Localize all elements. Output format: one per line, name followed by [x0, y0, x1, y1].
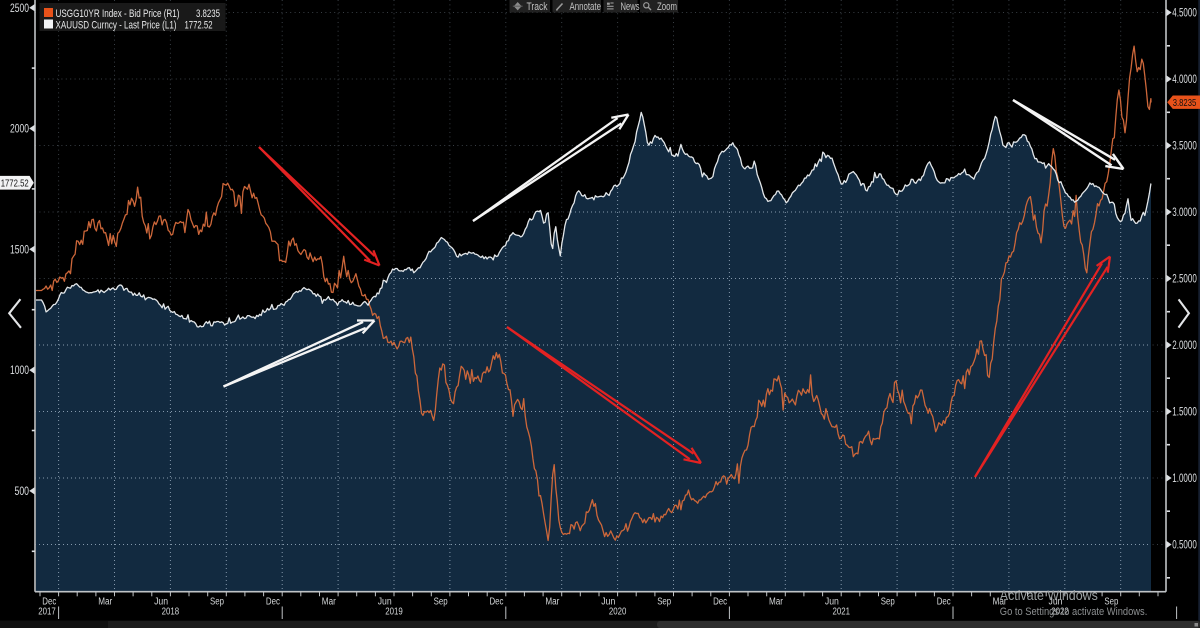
svg-text:Go to Settings to activate Win: Go to Settings to activate Windows.	[1000, 606, 1148, 618]
svg-text:Mar: Mar	[993, 597, 1008, 608]
svg-text:Track: Track	[527, 1, 548, 13]
svg-text:2019: 2019	[385, 607, 403, 618]
svg-text:2022: 2022	[1051, 607, 1069, 618]
svg-text:XAUUSD Curncy - Last Price (L1: XAUUSD Curncy - Last Price (L1)	[56, 19, 177, 31]
svg-text:1.0000: 1.0000	[1172, 473, 1197, 485]
svg-text:Jun: Jun	[154, 597, 168, 608]
svg-text:1772.52: 1772.52	[185, 19, 213, 31]
svg-text:2.0000: 2.0000	[1172, 340, 1197, 352]
svg-text:2021: 2021	[832, 607, 850, 618]
svg-text:1000: 1000	[10, 365, 29, 377]
svg-text:Dec: Dec	[490, 597, 504, 608]
svg-text:2018: 2018	[162, 607, 180, 618]
svg-text:Sep: Sep	[434, 597, 448, 608]
svg-text:Mar: Mar	[769, 597, 784, 608]
svg-text:Activate Windows: Activate Windows	[1000, 588, 1098, 603]
svg-text:3.5000: 3.5000	[1172, 141, 1197, 153]
svg-text:Sep: Sep	[1104, 597, 1118, 608]
svg-text:2000: 2000	[10, 124, 29, 136]
svg-text:Jun: Jun	[1049, 597, 1063, 608]
svg-text:Dec: Dec	[937, 597, 951, 608]
svg-text:500: 500	[15, 486, 30, 498]
svg-text:4.5000: 4.5000	[1172, 8, 1197, 20]
svg-text:Dec: Dec	[42, 597, 56, 608]
svg-text:Dec: Dec	[713, 597, 727, 608]
svg-text:Mar: Mar	[322, 597, 337, 608]
svg-text:2017: 2017	[38, 607, 56, 618]
svg-text:1772.52: 1772.52	[1, 178, 29, 190]
svg-text:Jun: Jun	[601, 597, 615, 608]
svg-text:Sep: Sep	[657, 597, 671, 608]
svg-text:3.8235: 3.8235	[196, 8, 220, 20]
svg-text:0.5000: 0.5000	[1172, 540, 1197, 552]
svg-text:1500: 1500	[10, 244, 29, 256]
svg-text:Annotate: Annotate	[570, 1, 602, 13]
svg-text:Zoom: Zoom	[657, 1, 677, 13]
svg-text:4.0000: 4.0000	[1172, 74, 1197, 86]
svg-text:2020: 2020	[609, 607, 627, 618]
svg-text:Sep: Sep	[881, 597, 895, 608]
svg-text:1.5000: 1.5000	[1172, 407, 1197, 419]
svg-text:Mar: Mar	[545, 597, 560, 608]
svg-text:2.5000: 2.5000	[1172, 274, 1197, 286]
svg-text:2500: 2500	[10, 3, 29, 15]
svg-text:USGG10YR Index - Bid Price (R1: USGG10YR Index - Bid Price (R1)	[56, 8, 180, 20]
svg-text:3.8235: 3.8235	[1173, 97, 1197, 109]
svg-text:3.0000: 3.0000	[1172, 207, 1197, 219]
svg-text:Jun: Jun	[825, 597, 839, 608]
svg-text:Mar: Mar	[98, 597, 113, 608]
svg-text:News: News	[621, 1, 640, 13]
svg-text:Dec: Dec	[266, 597, 280, 608]
svg-text:Sep: Sep	[210, 597, 224, 608]
svg-text:Jun: Jun	[378, 597, 392, 608]
